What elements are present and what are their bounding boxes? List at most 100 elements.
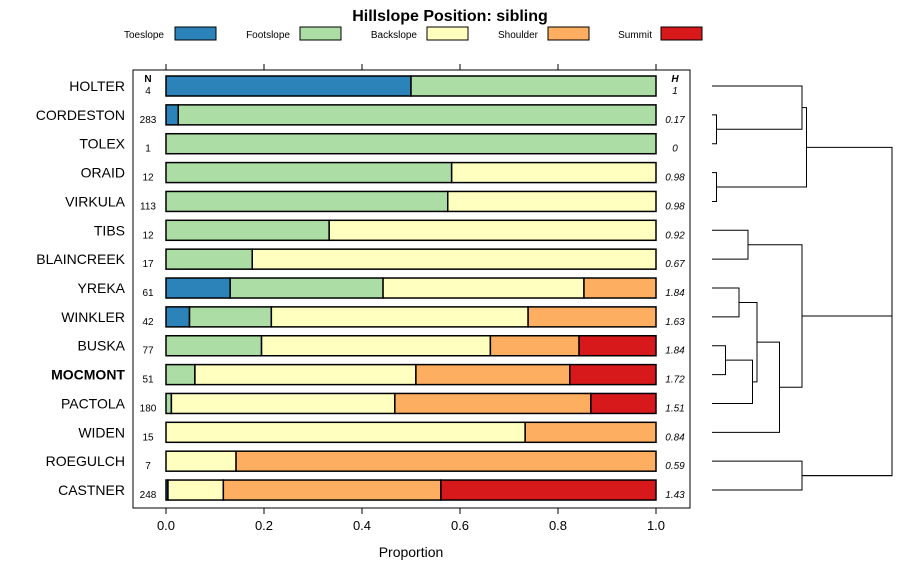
n-value-pactola: 180: [140, 403, 157, 414]
h-value-virkula: 0.98: [665, 201, 685, 212]
bar-cordeston-toeslope: [165, 104, 179, 126]
dendrogram-branch-0: [712, 114, 717, 145]
bar-tolex-footslope: [165, 132, 657, 155]
row-label-virkula: VIRKULA: [65, 193, 126, 209]
h-value-widen: 0.84: [665, 432, 685, 443]
legend-swatch-shoulder: [547, 26, 590, 41]
bar-holter-toeslope: [165, 75, 412, 97]
x-tick-label-3: 0.6: [451, 518, 469, 533]
bar-buska-backslope: [260, 334, 492, 357]
n-header: N: [144, 74, 151, 85]
row-label-castner: CASTNER: [58, 482, 125, 498]
bar-winkler-shoulder: [527, 306, 657, 328]
row-label-winkler: WINKLER: [61, 309, 125, 325]
bar-mocmont-summit: [569, 363, 657, 386]
row-label-cordeston: CORDESTON: [36, 107, 125, 123]
bar-yreka-shoulder: [583, 277, 657, 299]
bar-yreka-toeslope: [165, 277, 231, 299]
bar-tibs-footslope: [165, 219, 330, 242]
plot-area: 0.0 0.2 0.4 0.6 0.8 1.0 N H HOLTER 4 1 CORDESTON 283…: [36, 64, 691, 533]
bar-blaincreek-backslope: [251, 248, 657, 270]
bar-buska-shoulder: [489, 334, 580, 357]
h-value-buska: 1.84: [665, 346, 685, 357]
legend-label-toeslope: Toeslope: [124, 30, 164, 41]
legend: Toeslope Footslope Backslope Shoulder Summit: [124, 26, 703, 41]
n-value-cordeston: 283: [140, 115, 157, 126]
row-label-yreka: YREKA: [78, 280, 126, 296]
x-tick-label-0: 0.0: [157, 518, 175, 533]
bar-widen-shoulder: [524, 421, 657, 444]
bar-widen-backslope: [165, 421, 526, 444]
h-value-holter: 1: [672, 86, 678, 97]
dendrogram-branch-5: [712, 345, 726, 376]
bar-buska-summit: [578, 334, 657, 357]
h-value-oraid: 0.98: [665, 173, 685, 184]
x-tick-label-2: 0.4: [353, 518, 371, 533]
bar-castner-backslope: [167, 479, 225, 501]
legend-label-footslope: Footslope: [246, 30, 290, 41]
legend-swatch-summit: [660, 26, 703, 41]
bar-virkula-backslope: [447, 190, 657, 213]
n-value-blaincreek: 17: [142, 259, 154, 270]
bar-buska-footslope: [165, 334, 263, 357]
h-value-blaincreek: 0.67: [665, 259, 685, 270]
n-value-buska: 77: [142, 346, 154, 357]
row-label-roegulch: ROEGULCH: [46, 453, 125, 469]
dendrogram-branch-11: [712, 460, 803, 491]
legend-label-shoulder: Shoulder: [498, 30, 539, 41]
n-value-widen: 15: [142, 432, 154, 443]
n-value-tolex: 1: [145, 144, 151, 155]
legend-label-summit: Summit: [618, 30, 652, 41]
n-value-yreka: 61: [142, 288, 154, 299]
row-label-blaincreek: BLAINCREEK: [36, 251, 125, 267]
n-value-oraid: 12: [142, 173, 154, 184]
plot-frame: [132, 69, 691, 509]
legend-swatch-backslope: [426, 26, 469, 41]
h-value-winkler: 1.63: [665, 317, 685, 328]
n-value-virkula: 113: [140, 201, 156, 212]
n-value-winkler: 42: [142, 317, 154, 328]
bar-cordeston-footslope: [177, 104, 657, 126]
bar-roegulch-backslope: [165, 450, 237, 472]
n-value-roegulch: 7: [145, 461, 151, 472]
dendrogram-branch-8: [739, 301, 758, 383]
h-value-roegulch: 0.59: [665, 461, 685, 472]
h-value-tibs: 0.92: [665, 230, 685, 241]
row-label-widen: WIDEN: [78, 424, 125, 440]
bar-pactola-backslope: [170, 392, 396, 415]
legend-label-backslope: Backslope: [371, 30, 418, 41]
n-value-castner: 248: [140, 490, 157, 501]
x-tick-label-4: 0.8: [549, 518, 567, 533]
bar-pactola-footslope: [165, 392, 173, 415]
bar-mocmont-backslope: [194, 363, 417, 386]
row-label-mocmont: MOCMONT: [51, 367, 125, 383]
dendrogram-branch-6: [712, 359, 753, 404]
bar-winkler-toeslope: [165, 306, 191, 328]
h-value-pactola: 1.51: [665, 403, 684, 414]
bar-oraid-footslope: [165, 161, 453, 184]
n-value-holter: 4: [145, 86, 151, 97]
h-value-cordeston: 0.17: [665, 115, 685, 126]
h-value-tolex: 0: [672, 144, 678, 155]
row-label-oraid: ORAID: [81, 165, 125, 181]
bar-oraid-backslope: [450, 161, 657, 184]
bar-pactola-summit: [590, 392, 657, 415]
n-value-tibs: 12: [142, 230, 154, 241]
bar-virkula-footslope: [165, 190, 449, 213]
legend-swatch-footslope: [299, 26, 342, 41]
dendrogram: [712, 85, 893, 491]
h-value-yreka: 1.84: [665, 288, 685, 299]
bar-yreka-backslope: [382, 277, 585, 299]
bar-yreka-footslope: [229, 277, 384, 299]
chart-title: Hillslope Position: sibling: [352, 8, 548, 25]
dendrogram-branch-12: [802, 146, 893, 477]
x-tick-label-5: 1.0: [647, 518, 665, 533]
bar-holter-footslope: [410, 75, 657, 97]
bar-pactola-shoulder: [394, 392, 592, 415]
dendrogram-branch-13: [802, 315, 893, 477]
row-label-tibs: TIBS: [94, 222, 125, 238]
dendrogram-branch-10: [748, 244, 803, 388]
row-label-pactola: PACTOLA: [61, 395, 126, 411]
dendrogram-branch-2: [712, 85, 803, 130]
